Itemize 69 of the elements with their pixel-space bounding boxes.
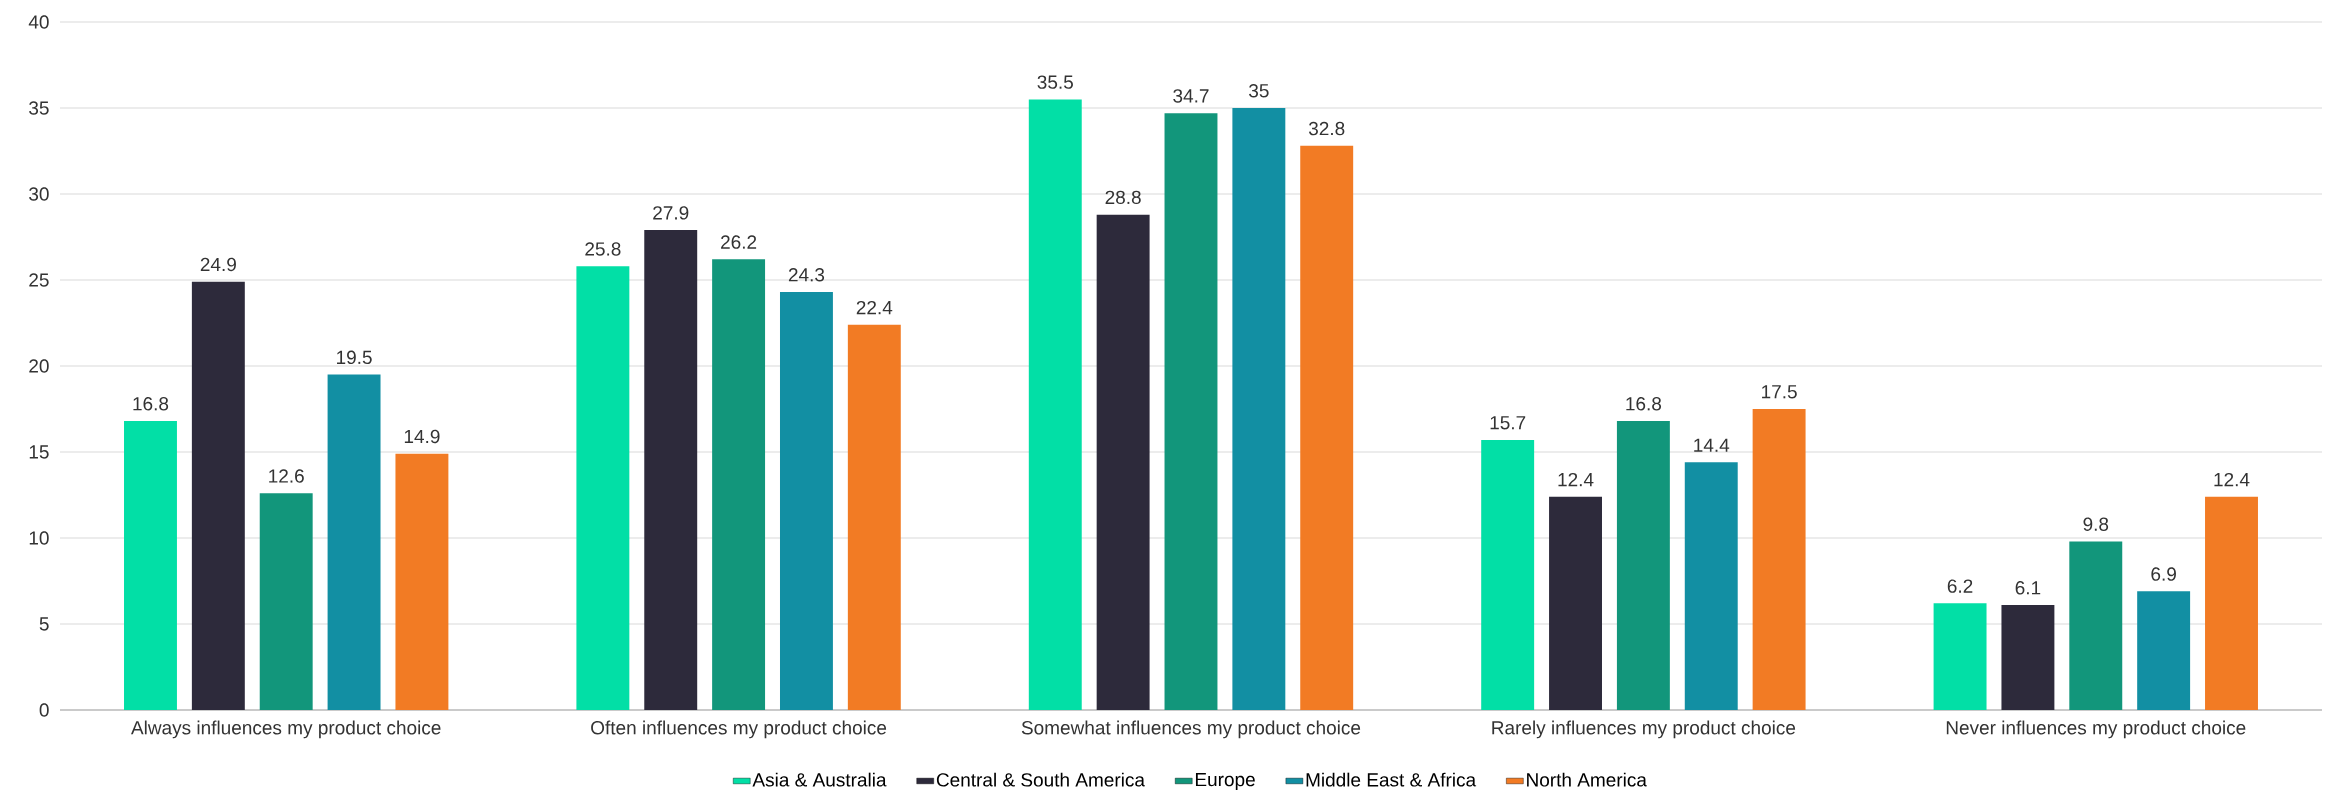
bar <box>259 493 313 710</box>
bar <box>1752 409 1806 710</box>
data-label: 35 <box>1249 84 1269 98</box>
x-tick-label: Never influences my product choice <box>1946 720 2246 739</box>
bar <box>1684 462 1738 710</box>
bar <box>1028 99 1082 710</box>
legend-label: Middle East & Africa <box>1306 772 1477 787</box>
y-tick-label: 40 <box>28 15 49 29</box>
legend-label: Central & South America <box>936 772 1145 787</box>
y-tick-label: 30 <box>29 187 49 201</box>
data-label: 15.7 <box>1490 416 1526 430</box>
data-label: 12.6 <box>269 469 304 483</box>
data-label: 22.4 <box>856 300 893 315</box>
bar <box>1300 145 1354 710</box>
bar <box>779 292 833 710</box>
bar <box>327 374 381 710</box>
y-tick-label: 25 <box>29 273 49 287</box>
bar <box>1616 421 1670 710</box>
data-label: 12.4 <box>2214 472 2250 487</box>
x-tick-label: Always influences my product choice <box>130 720 441 739</box>
bar <box>1096 214 1150 710</box>
bar <box>847 324 901 710</box>
y-tick-label: 0 <box>39 703 49 717</box>
data-label: 28.8 <box>1105 190 1141 205</box>
x-tick-label: Somewhat influences my product choice <box>1021 720 1361 739</box>
data-label: 16.8 <box>133 397 169 411</box>
bar <box>1933 603 1987 710</box>
data-label: 19.5 <box>337 350 372 365</box>
data-label: 34.7 <box>1173 89 1209 103</box>
bar <box>191 281 245 710</box>
data-label: 17.5 <box>1762 385 1797 399</box>
data-label: 26.2 <box>721 235 757 249</box>
bar <box>124 421 177 710</box>
legend-label: Asia & Australia <box>752 772 887 787</box>
bar <box>1549 496 1602 710</box>
bar <box>2001 605 2055 710</box>
data-label: 32.8 <box>1308 121 1345 136</box>
data-label: 27.9 <box>653 206 689 220</box>
bar <box>712 259 766 710</box>
bar <box>576 266 630 710</box>
bar <box>1481 439 1535 710</box>
x-tick-label: Often influences my product choice <box>591 720 887 739</box>
data-label: 35.5 <box>1037 75 1073 89</box>
y-tick-label: 5 <box>39 617 49 631</box>
data-label: 6.1 <box>2015 581 2041 595</box>
bar <box>395 453 449 710</box>
y-tick-label: 20 <box>29 359 49 373</box>
x-tick-label: Rarely influences my product choice <box>1492 720 1796 739</box>
data-label: 24.9 <box>200 257 236 272</box>
y-tick-label: 15 <box>29 445 49 459</box>
legend-label: North America <box>1527 772 1647 787</box>
bar <box>2069 541 2123 710</box>
bar <box>1232 108 1286 710</box>
legend-label: Europe <box>1195 773 1255 791</box>
data-label: 14.4 <box>1694 438 1730 452</box>
bar <box>644 230 698 710</box>
data-label: 6.9 <box>2151 567 2176 581</box>
bar <box>2205 496 2258 710</box>
data-label: 9.8 <box>2083 517 2109 531</box>
bar <box>2137 591 2191 710</box>
data-label: 6.2 <box>1947 579 1973 593</box>
y-tick-label: 10 <box>29 531 49 545</box>
data-label: 25.8 <box>585 242 621 256</box>
data-label: 24.3 <box>788 268 825 282</box>
bar <box>1164 113 1218 710</box>
data-label: 14.9 <box>404 429 440 444</box>
data-label: 16.8 <box>1626 397 1662 411</box>
y-tick-label: 35 <box>29 101 49 115</box>
data-label: 12.4 <box>1558 472 1594 487</box>
